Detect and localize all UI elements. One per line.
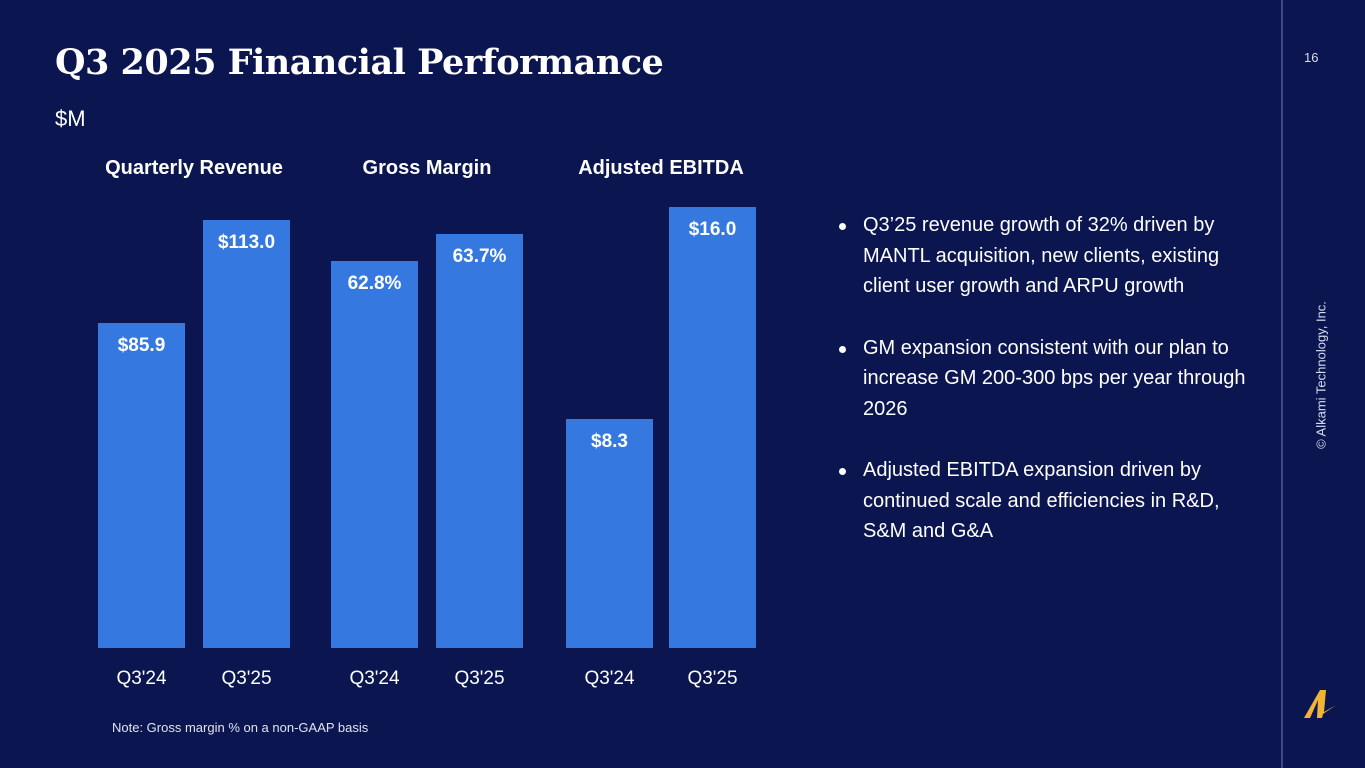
category-label: Q3'25 [454, 668, 505, 689]
page-title: Q3 2025 Financial Performance [55, 42, 664, 83]
page-number: 16 [1304, 50, 1319, 65]
alkami-logo-icon [1302, 688, 1338, 725]
chart-title: Gross Margin [362, 157, 492, 179]
chart-title: Adjusted EBITDA [578, 157, 744, 179]
bar-value-label: 62.8% [347, 273, 402, 295]
bar [436, 234, 523, 648]
bar [566, 419, 653, 648]
bar [669, 207, 756, 648]
category-label: Q3'24 [349, 668, 400, 689]
bar [203, 219, 290, 648]
bar-value-label: $113.0 [217, 231, 276, 253]
chart-title: Quarterly Revenue [105, 157, 283, 179]
category-label: Q3'24 [584, 668, 635, 689]
copyright: © Alkami Technology, Inc. [1313, 301, 1329, 449]
bar-value-label: $8.3 [591, 431, 628, 453]
unit-label: $M [55, 106, 86, 131]
bar-value-label: $16.0 [688, 219, 737, 240]
category-label: Q3'25 [687, 668, 738, 689]
bar [98, 322, 185, 648]
bar [331, 261, 418, 648]
divider [1281, 0, 1283, 768]
bar-value-label: 63.7% [452, 246, 507, 268]
bullet-item: Q3’25 revenue growth of 32% driven by MA… [836, 210, 1266, 302]
bullet-list: Q3’25 revenue growth of 32% driven by MA… [836, 210, 1266, 578]
footnote: Note: Gross margin % on a non-GAAP basis [112, 720, 369, 735]
category-label: Q3'24 [116, 668, 167, 689]
bullet-item: Adjusted EBITDA expansion driven by cont… [836, 455, 1266, 547]
category-label: Q3'25 [221, 668, 272, 689]
bullet-item: GM expansion consistent with our plan to… [836, 333, 1266, 425]
bar-value-label: $85.9 [117, 334, 166, 356]
